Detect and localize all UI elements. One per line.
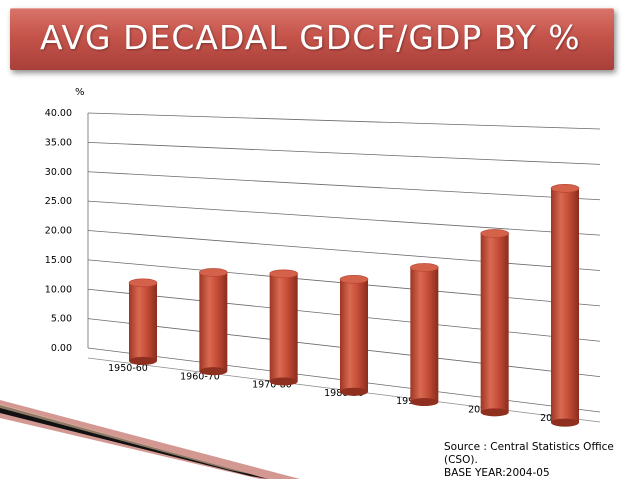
base-year-line: BASE YEAR:2004-05: [444, 467, 550, 479]
y-tick-label: 15.00: [45, 255, 72, 266]
y-axis-label: %: [75, 87, 85, 98]
gridline: [87, 112, 601, 130]
bar: [410, 263, 439, 407]
gridline: [87, 171, 601, 201]
gridline: [87, 230, 601, 271]
gridline: [87, 141, 601, 165]
chart-title: AVG DECADAL GDCF/GDP BY %: [40, 18, 581, 57]
x-tick-label: 1950-60: [108, 363, 148, 374]
y-axis-ticks: 0.00 5.00 10.00 15.00 20.00 25.00 30.00 35.00 40…: [45, 108, 72, 354]
y-tick-label: 30.00: [45, 167, 72, 178]
title-banner: AVG DECADAL GDCF/GDP BY %: [10, 8, 614, 70]
source-note: Source : Central Statistics Office (CSO)…: [444, 441, 638, 480]
gridline: [87, 200, 601, 236]
bar: [550, 184, 580, 427]
bar: [339, 275, 369, 396]
bar: [480, 229, 509, 417]
y-tick-label: 40.00: [45, 108, 72, 119]
y-tick-label: 20.00: [45, 226, 72, 237]
bars: [128, 184, 580, 427]
x-tick-label: 1970-80: [252, 380, 292, 391]
y-tick-label: 35.00: [45, 137, 72, 148]
y-tick-label: 25.00: [45, 196, 72, 207]
bar: [199, 268, 228, 376]
bar: [269, 269, 298, 386]
y-tick-label: 5.00: [51, 314, 72, 325]
y-tick-label: 10.00: [45, 284, 72, 295]
source-line: Source : Central Statistics Office (CSO)…: [444, 441, 614, 466]
bar: [128, 278, 158, 365]
y-tick-label: 0.00: [51, 343, 72, 354]
x-tick-label: 1960-70: [180, 371, 220, 382]
